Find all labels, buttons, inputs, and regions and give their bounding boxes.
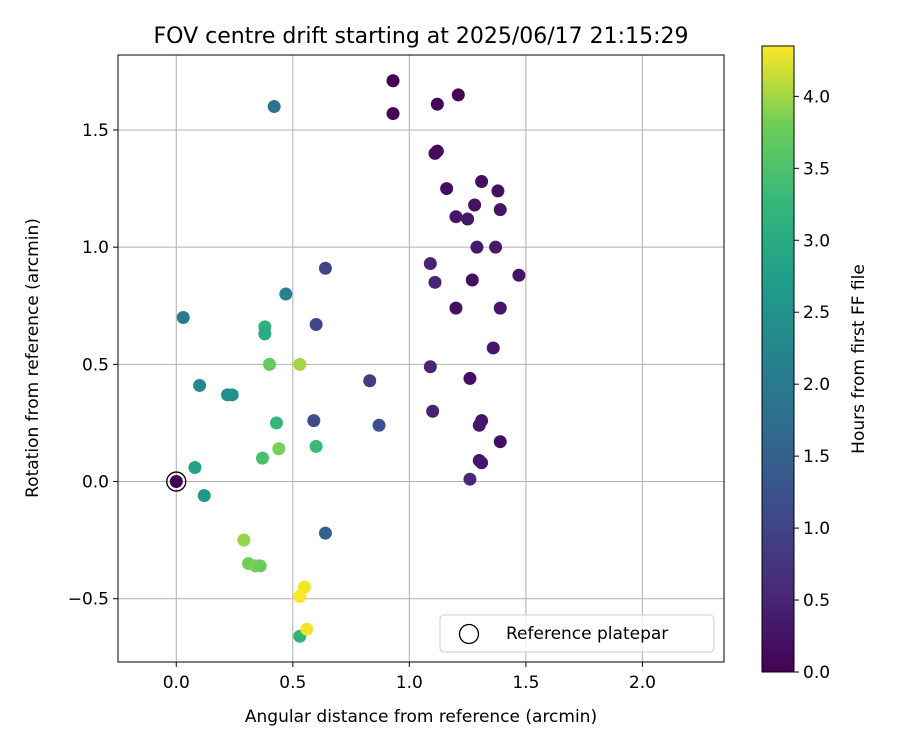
legend: Reference platepar (439, 614, 715, 653)
scatter-point (318, 261, 332, 275)
reference-point-marker (166, 471, 187, 492)
scatter-point (486, 341, 500, 355)
scatter-point (188, 460, 202, 474)
scatter-point (468, 198, 482, 212)
scatter-point (428, 275, 442, 289)
x-tick-label: 0.5 (279, 673, 306, 693)
scatter-point (309, 318, 323, 332)
scatter-point (386, 107, 400, 121)
chart-title: FOV centre drift starting at 2025/06/17 … (154, 24, 689, 49)
y-tick-label: 0.5 (82, 355, 109, 375)
scatter-point (318, 526, 332, 540)
scatter-point (491, 184, 505, 198)
scatter-point (237, 533, 251, 547)
scatter-point (451, 88, 465, 102)
colorbar-tick-label: 0.0 (803, 663, 830, 683)
scatter-point (176, 310, 190, 324)
scatter-point (449, 210, 463, 224)
scatter-point (253, 559, 267, 573)
colorbar-label: Hours from first FF file (849, 264, 869, 454)
scatter-point (493, 435, 507, 449)
y-axis-label: Rotation from reference (arcmin) (23, 218, 43, 498)
scatter-point (293, 589, 307, 603)
colorbar-ticks: 0.0 0.5 1.0 1.5 2.0 2.5 3.0 3.5 4.0 (794, 87, 830, 683)
scatter-point (461, 212, 475, 226)
scatter-point (272, 442, 286, 456)
scatter-point (225, 388, 239, 402)
scatter-point (269, 416, 283, 430)
scatter-point (307, 414, 321, 428)
data-points (176, 74, 526, 643)
y-tick-label: 1.5 (82, 121, 109, 141)
x-tick-label: 2.0 (629, 673, 656, 693)
scatter-point (386, 74, 400, 88)
scatter-point (423, 257, 437, 271)
scatter-point (300, 622, 314, 636)
scatter-point (293, 357, 307, 371)
reference-point-dot (169, 475, 183, 489)
y-tick-label: 1.0 (82, 238, 109, 258)
scatter-point (472, 418, 486, 432)
colorbar-tick-label: 4.0 (803, 87, 830, 107)
scatter-point (475, 175, 489, 189)
grid-lines (118, 55, 724, 662)
scatter-point (463, 371, 477, 385)
x-tick-label: 1.5 (512, 673, 539, 693)
scatter-point (372, 418, 386, 432)
scatter-point (430, 144, 444, 158)
colorbar-tick-label: 2.0 (803, 375, 830, 395)
scatter-point (493, 301, 507, 315)
plot-area (118, 55, 724, 662)
scatter-point (465, 273, 479, 287)
scatter-point (363, 374, 377, 388)
scatter-point (258, 327, 272, 341)
colorbar-tick-label: 3.5 (803, 159, 830, 179)
x-axis-label: Angular distance from reference (arcmin) (245, 707, 597, 727)
reference-point-ring (166, 471, 187, 492)
scatter-point (463, 472, 477, 486)
scatter-point (279, 287, 293, 301)
scatter-point (512, 268, 526, 282)
x-axis-ticks: 0.0 0.5 1.0 1.5 2.0 (163, 662, 656, 693)
colorbar-tick-label: 3.0 (803, 231, 830, 251)
scatter-point (193, 378, 207, 392)
scatter-point (267, 100, 281, 114)
colorbar-tick-label: 2.5 (803, 303, 830, 323)
scatter-point (430, 97, 444, 111)
x-tick-label: 1.0 (396, 673, 423, 693)
scatter-point (470, 240, 484, 254)
scatter-point (423, 360, 437, 374)
scatter-point (197, 489, 211, 503)
scatter-point (263, 357, 276, 371)
scatter-point (440, 182, 454, 196)
y-tick-label: −0.5 (68, 590, 109, 610)
colorbar-tick-label: 1.5 (803, 447, 830, 467)
legend-box (439, 614, 715, 653)
plot-frame (117, 54, 725, 663)
scatter-point (475, 456, 489, 470)
colorbar-tick-label: 0.5 (803, 591, 830, 611)
scatter-point (493, 203, 507, 217)
scatter-point (256, 451, 270, 465)
y-tick-label: 0.0 (82, 473, 109, 493)
colorbar-gradient (761, 45, 795, 673)
scatter-point (309, 439, 323, 453)
scatter-point (449, 301, 463, 315)
legend-marker-ring (458, 623, 480, 645)
scatter-point (489, 240, 503, 254)
colorbar-tick-label: 1.0 (803, 519, 830, 539)
colorbar: 0.0 0.5 1.0 1.5 2.0 2.5 3.0 3.5 4.0 Hours from f… (761, 45, 869, 683)
scatter-point (426, 404, 440, 418)
legend-entry-reference-platepar: Reference platepar (506, 624, 668, 644)
x-tick-label: 0.0 (163, 673, 190, 693)
y-axis-ticks: −0.5 0.0 0.5 1.0 1.5 (68, 121, 118, 610)
